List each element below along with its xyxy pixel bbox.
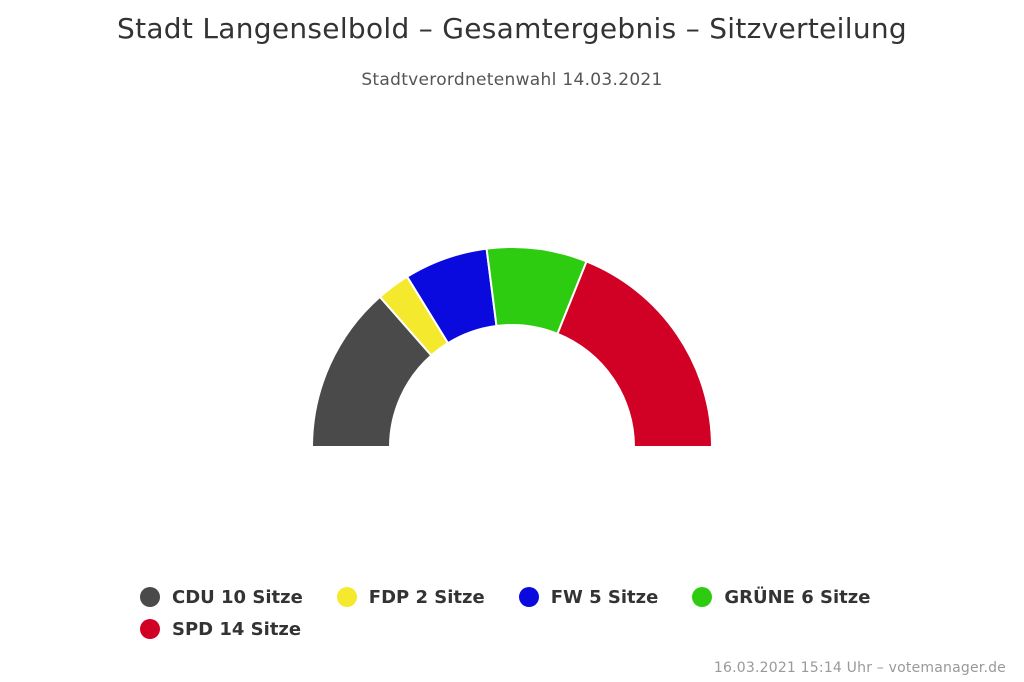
legend-marker-icon xyxy=(336,587,357,607)
legend-label: CDU 10 Sitze xyxy=(172,586,303,608)
legend-marker-icon xyxy=(518,587,539,607)
chart-legend: CDU 10 Sitze FDP 2 Sitze FW 5 Sitze GRÜNE 6… xyxy=(140,585,920,641)
legend-label: GRÜNE 6 Sitze xyxy=(724,586,871,608)
chart-title: Stadt Langenselbold – Gesamtergebnis – S… xyxy=(117,12,907,45)
legend-item-gr-ne[interactable]: GRÜNE 6 Sitze xyxy=(692,585,870,609)
legend-marker-icon xyxy=(140,619,160,639)
chart-subtitle: Stadtverordnetenwahl 14.03.2021 xyxy=(361,70,663,90)
legend-item-cdu[interactable]: CDU 10 Sitze xyxy=(140,585,303,609)
legend-label: SPD 14 Sitze xyxy=(172,618,302,640)
legend-marker-icon xyxy=(140,587,160,607)
legend-item-fw[interactable]: FW 5 Sitze xyxy=(518,585,659,609)
legend-label: FDP 2 Sitze xyxy=(368,586,485,608)
legend-marker-icon xyxy=(692,587,713,607)
legend-item-fdp[interactable]: FDP 2 Sitze xyxy=(336,585,485,609)
legend-item-spd[interactable]: SPD 14 Sitze xyxy=(140,617,301,641)
slice-spd[interactable] xyxy=(556,260,714,448)
credits-link[interactable]: 16.03.2021 15:14 Uhr – votemanager.de xyxy=(713,660,1006,676)
legend-label: FW 5 Sitze xyxy=(550,586,659,608)
